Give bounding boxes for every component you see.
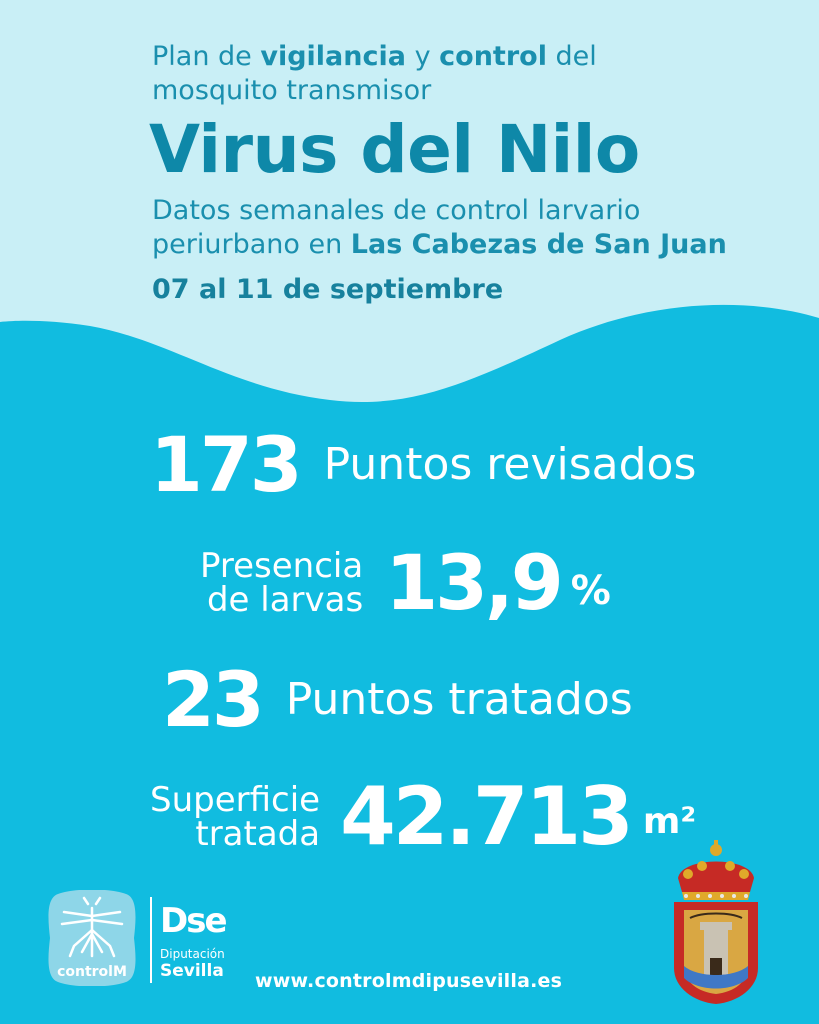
diputacion-sevilla-logo: Dse Diputación Sevilla xyxy=(150,895,230,985)
coat-of-arms-icon xyxy=(674,840,758,1004)
intro-text: Plan de vigilancia y control del mosquito… xyxy=(152,41,597,106)
surface-unit: m² xyxy=(642,801,697,842)
controlm-logo: controlM xyxy=(48,890,136,986)
points-treated-value: 23 xyxy=(162,655,265,744)
subtitle: Datos semanales de control larvario periu… xyxy=(152,195,727,260)
stat-larvae-presence: Presencia de larvas 13,9 % xyxy=(200,538,611,627)
surface-value: 42.713 xyxy=(340,770,634,863)
website-link[interactable]: www.controlmdipusevilla.es xyxy=(255,970,563,992)
stat-surface-treated: Superficie tratada 42.713 m² xyxy=(150,770,696,863)
mosquito-icon xyxy=(60,896,124,958)
date-range: 07 al 11 de septiembre xyxy=(152,274,504,305)
points-treated-label: Puntos tratados xyxy=(285,674,633,725)
points-reviewed-label: Puntos revisados xyxy=(323,439,697,490)
larvae-label: Presencia de larvas xyxy=(200,545,364,620)
header: Plan de vigilancia y control del mosquito… xyxy=(149,40,727,305)
svg-text:controlM: controlM xyxy=(57,964,127,980)
stat-points-treated: 23 Puntos tratados xyxy=(162,655,633,744)
top-wave-background xyxy=(0,0,819,403)
surface-label: Superficie tratada xyxy=(150,779,321,854)
page-title: Virus del Nilo xyxy=(149,111,640,188)
points-reviewed-value: 173 xyxy=(150,420,303,509)
larvae-value: 13,9 xyxy=(385,538,564,627)
larvae-unit: % xyxy=(570,567,611,614)
stat-points-reviewed: 173 Puntos revisados xyxy=(150,420,696,509)
